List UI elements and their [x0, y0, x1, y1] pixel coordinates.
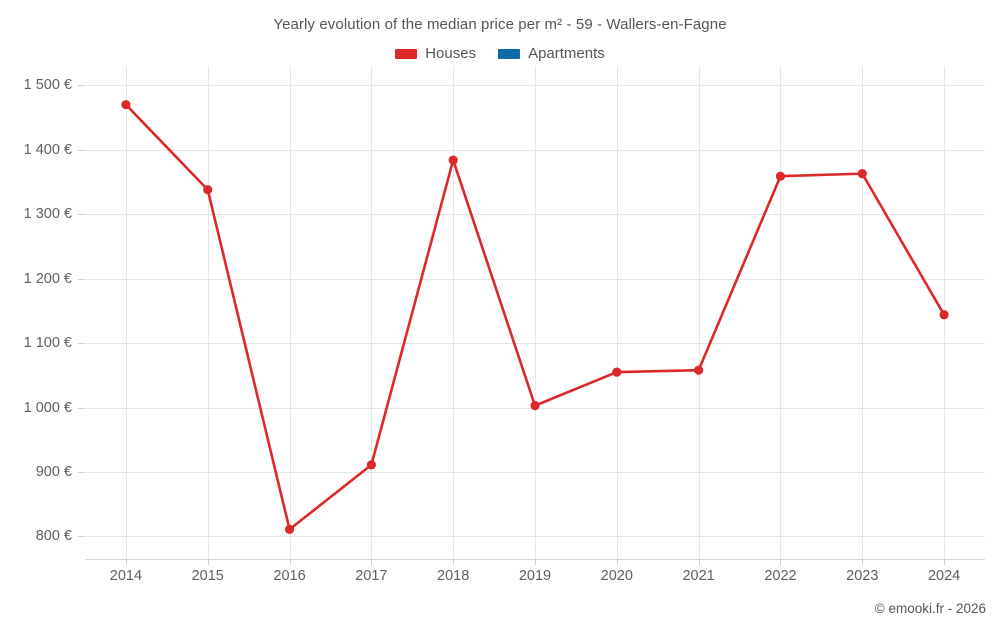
x-tick-mark [616, 559, 618, 565]
x-tick-label: 2022 [764, 568, 797, 584]
x-tick-mark [535, 559, 536, 565]
y-tick-label: 1 200 € [23, 270, 72, 287]
y-axis: 800 € 900 € 1 000 € 1 100 € 1 200 € 1 300 € 1 … [0, 0, 72, 625]
x-tick-label: 2020 [600, 568, 633, 584]
chart-title: Yearly evolution of the median price per… [273, 16, 727, 33]
y-tick-label: 1 300 € [23, 206, 72, 223]
chart-legend: Houses Apartments [0, 45, 1000, 62]
x-tick-label: 2021 [682, 568, 715, 584]
x-tick-mark [453, 559, 455, 565]
legend-item-houses[interactable]: Houses [395, 45, 476, 62]
legend-swatch-houses [395, 48, 418, 59]
x-tick-label: 2015 [191, 568, 224, 584]
series-layer [121, 100, 949, 534]
y-tick-label: 1 100 € [23, 335, 72, 352]
gridline-vertical [535, 66, 536, 559]
x-tick-mark [780, 559, 782, 565]
gridline-vertical [698, 66, 700, 559]
y-tick-label: 1 500 € [23, 77, 72, 94]
y-tick-mark [78, 278, 84, 280]
gridline-vertical [207, 66, 209, 559]
data-point[interactable] [203, 185, 213, 195]
credit-label: © emooki.fr - 2026 [874, 601, 986, 616]
gridline-vertical [453, 66, 455, 559]
data-point[interactable] [448, 155, 458, 165]
x-tick-mark [289, 559, 291, 565]
x-tick-mark [125, 559, 127, 565]
x-tick-label: 2018 [437, 568, 470, 584]
x-tick-mark [862, 559, 864, 565]
x-tick-label: 2017 [355, 568, 388, 584]
gridline-vertical [616, 66, 618, 559]
legend-label-apartments: Apartments [528, 45, 605, 62]
y-tick-label: 900 € [35, 464, 72, 480]
gridline-vertical [371, 66, 373, 559]
data-point[interactable] [366, 460, 376, 470]
gridline-vertical [125, 66, 127, 559]
x-tick-mark [207, 559, 209, 565]
y-tick-label: 1 400 € [23, 141, 72, 158]
data-point[interactable] [939, 310, 949, 320]
data-point[interactable] [121, 100, 131, 110]
data-point[interactable] [284, 524, 295, 534]
legend-label-houses: Houses [425, 45, 477, 62]
data-point[interactable] [857, 169, 867, 179]
x-tick-label: 2019 [518, 568, 552, 584]
y-tick-label: 800 € [35, 528, 72, 545]
y-tick-mark [78, 536, 84, 538]
data-point[interactable] [612, 367, 622, 377]
data-point[interactable] [530, 401, 540, 411]
legend-swatch-apartments [498, 48, 521, 59]
x-tick-label: 2016 [273, 568, 306, 584]
gridline-vertical [289, 66, 291, 559]
y-tick-mark [78, 149, 84, 151]
y-tick-mark [78, 85, 84, 87]
gridline-vertical [862, 66, 864, 559]
x-tick-mark [371, 559, 373, 565]
x-tick-label: 2023 [846, 568, 879, 584]
y-tick-mark [78, 407, 84, 409]
gridline-vertical [780, 66, 782, 559]
y-tick-mark [78, 214, 84, 216]
legend-item-apartments[interactable]: Apartments [498, 45, 605, 62]
x-tick-label: 2024 [927, 568, 961, 584]
series-line-houses [124, 103, 946, 531]
data-point[interactable] [694, 365, 704, 375]
x-tick-label: 2014 [109, 568, 143, 584]
plot-area [85, 66, 985, 559]
data-point[interactable] [775, 171, 786, 181]
y-tick-mark [78, 343, 84, 345]
x-tick-mark [698, 559, 700, 565]
x-tick-mark [944, 559, 946, 565]
y-tick-mark [78, 472, 84, 473]
y-tick-label: 1 000 € [23, 399, 72, 416]
